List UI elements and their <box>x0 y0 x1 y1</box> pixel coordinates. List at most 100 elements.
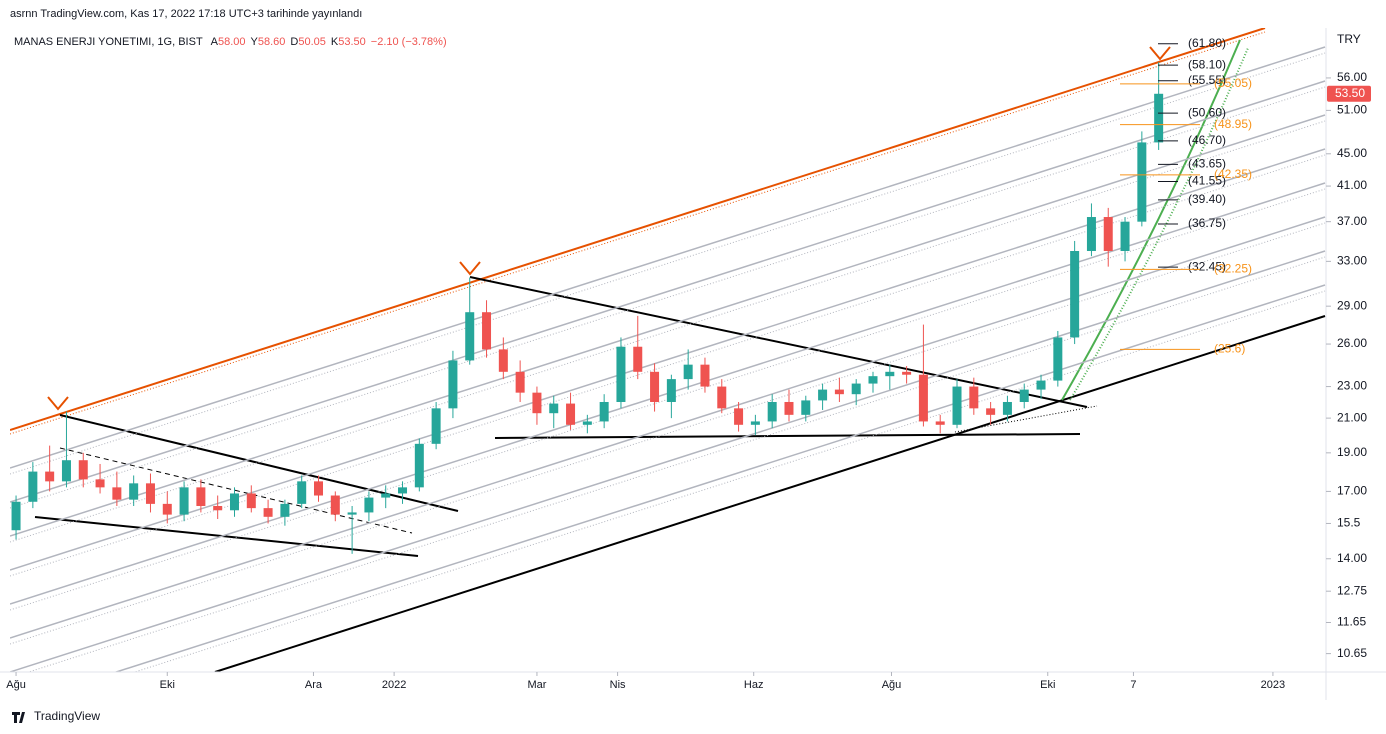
candle-body <box>347 512 357 515</box>
x-tick-label: Nis <box>610 679 626 691</box>
channel-line <box>10 46 1326 469</box>
candle-body <box>666 379 676 402</box>
quote-value: 50.05 <box>298 36 326 48</box>
level-label: (36.75) <box>1188 216 1226 230</box>
candle-body <box>650 371 660 402</box>
candle-body <box>498 349 508 372</box>
candle-body <box>532 392 542 414</box>
channel-line-dotted <box>133 290 1326 672</box>
level-label: (32.25) <box>1214 262 1252 276</box>
candle-body <box>515 371 525 393</box>
quote-label: A <box>211 36 219 48</box>
quote-value: 53.50 <box>338 36 366 48</box>
trend-line <box>469 276 1088 408</box>
level-label: (41.55) <box>1188 174 1226 188</box>
candle-body <box>750 421 760 425</box>
y-tick-label: 51.00 <box>1337 103 1367 117</box>
candle-body <box>482 312 492 350</box>
x-tick-label: Ağu <box>882 679 902 691</box>
candle-body <box>330 495 340 515</box>
candle-body <box>683 364 693 380</box>
level-label: (61.80) <box>1188 36 1226 50</box>
level-label: (32.45) <box>1188 259 1226 273</box>
candles <box>11 62 1164 554</box>
x-tick-label: Haz <box>744 679 764 691</box>
level-label: (58.10) <box>1188 57 1226 71</box>
level-label: (43.65) <box>1188 157 1226 171</box>
candle-body <box>11 501 21 531</box>
candle-body <box>1002 401 1012 415</box>
candle-body <box>717 386 727 409</box>
support-line <box>494 433 1081 439</box>
candle-body <box>599 401 609 422</box>
x-tick-label: Ara <box>305 679 323 691</box>
channel-line <box>10 80 1326 503</box>
peak-marker <box>47 396 69 411</box>
channel-line-dotted <box>10 52 1326 475</box>
candle-body <box>784 401 794 415</box>
level-label: (25.6) <box>1214 342 1245 356</box>
candle-body <box>1086 217 1096 252</box>
y-tick-label: 33.00 <box>1337 254 1367 268</box>
trend-line-dotted <box>954 405 1098 433</box>
candle-body <box>314 481 324 496</box>
candle-body <box>414 443 424 488</box>
y-tick-label: 41.00 <box>1337 178 1367 192</box>
candle-body <box>582 421 592 425</box>
candle-body <box>952 386 962 425</box>
candle-body <box>213 505 223 511</box>
y-tick-label: 14.00 <box>1337 551 1367 565</box>
candle-body <box>45 471 55 482</box>
candle-body <box>61 460 71 482</box>
quote-label: K <box>331 36 339 48</box>
candle-body <box>246 493 256 509</box>
candle-body <box>902 371 912 375</box>
level-label: (42.35) <box>1214 167 1252 181</box>
level-label: (39.40) <box>1188 192 1226 206</box>
channel-line <box>113 284 1326 672</box>
candle-body <box>398 487 408 494</box>
candle-body <box>734 408 744 425</box>
peak-marker <box>459 261 481 276</box>
peak-marker <box>1149 46 1171 61</box>
x-tick-label: 7 <box>1130 679 1136 691</box>
candle-body <box>263 508 273 517</box>
channel-line-dotted <box>10 222 1326 645</box>
channel-line <box>10 148 1326 571</box>
quote-value: 58.60 <box>258 36 286 48</box>
y-tick-label: 11.65 <box>1337 615 1366 629</box>
level-label: (48.95) <box>1214 117 1252 131</box>
y-tick-label: 29.00 <box>1337 298 1367 312</box>
channel-line-dotted <box>10 154 1326 577</box>
candle-body <box>95 479 105 488</box>
candle-body <box>1154 93 1164 143</box>
y-tick-label: 45.00 <box>1337 146 1367 160</box>
channel-line <box>10 250 1326 672</box>
publisher: asrnn TradingView.com, Kas 17, 2022 17:1… <box>10 8 362 20</box>
logo <box>12 712 25 723</box>
candle-body <box>566 403 576 425</box>
candle-body <box>196 487 206 506</box>
x-tick-label: Mar <box>527 679 546 691</box>
y-tick-label: 10.65 <box>1337 646 1367 660</box>
candle-body <box>465 312 475 361</box>
y-tick-label: 15.5 <box>1337 516 1361 530</box>
candle-body <box>1036 380 1046 390</box>
candle-body <box>549 403 559 414</box>
candle-body <box>633 346 643 372</box>
last-price-tag <box>1327 85 1371 102</box>
candle-body <box>229 493 239 511</box>
channel-top <box>10 28 1266 431</box>
candle-body <box>767 401 777 422</box>
channel-line-dotted <box>10 120 1326 543</box>
candle-body <box>162 503 172 515</box>
candle-body <box>28 471 38 502</box>
y-tick-label: 37.00 <box>1337 214 1367 228</box>
candle-body <box>801 400 811 415</box>
symbol: MANAS ENERJI YONETIMI, 1G, BIST <box>14 36 203 48</box>
candle-body <box>78 460 88 480</box>
level-label: (46.70) <box>1188 133 1226 147</box>
candle-body <box>431 408 441 444</box>
candle-body <box>616 346 626 402</box>
x-tick-label: 2023 <box>1261 679 1285 691</box>
